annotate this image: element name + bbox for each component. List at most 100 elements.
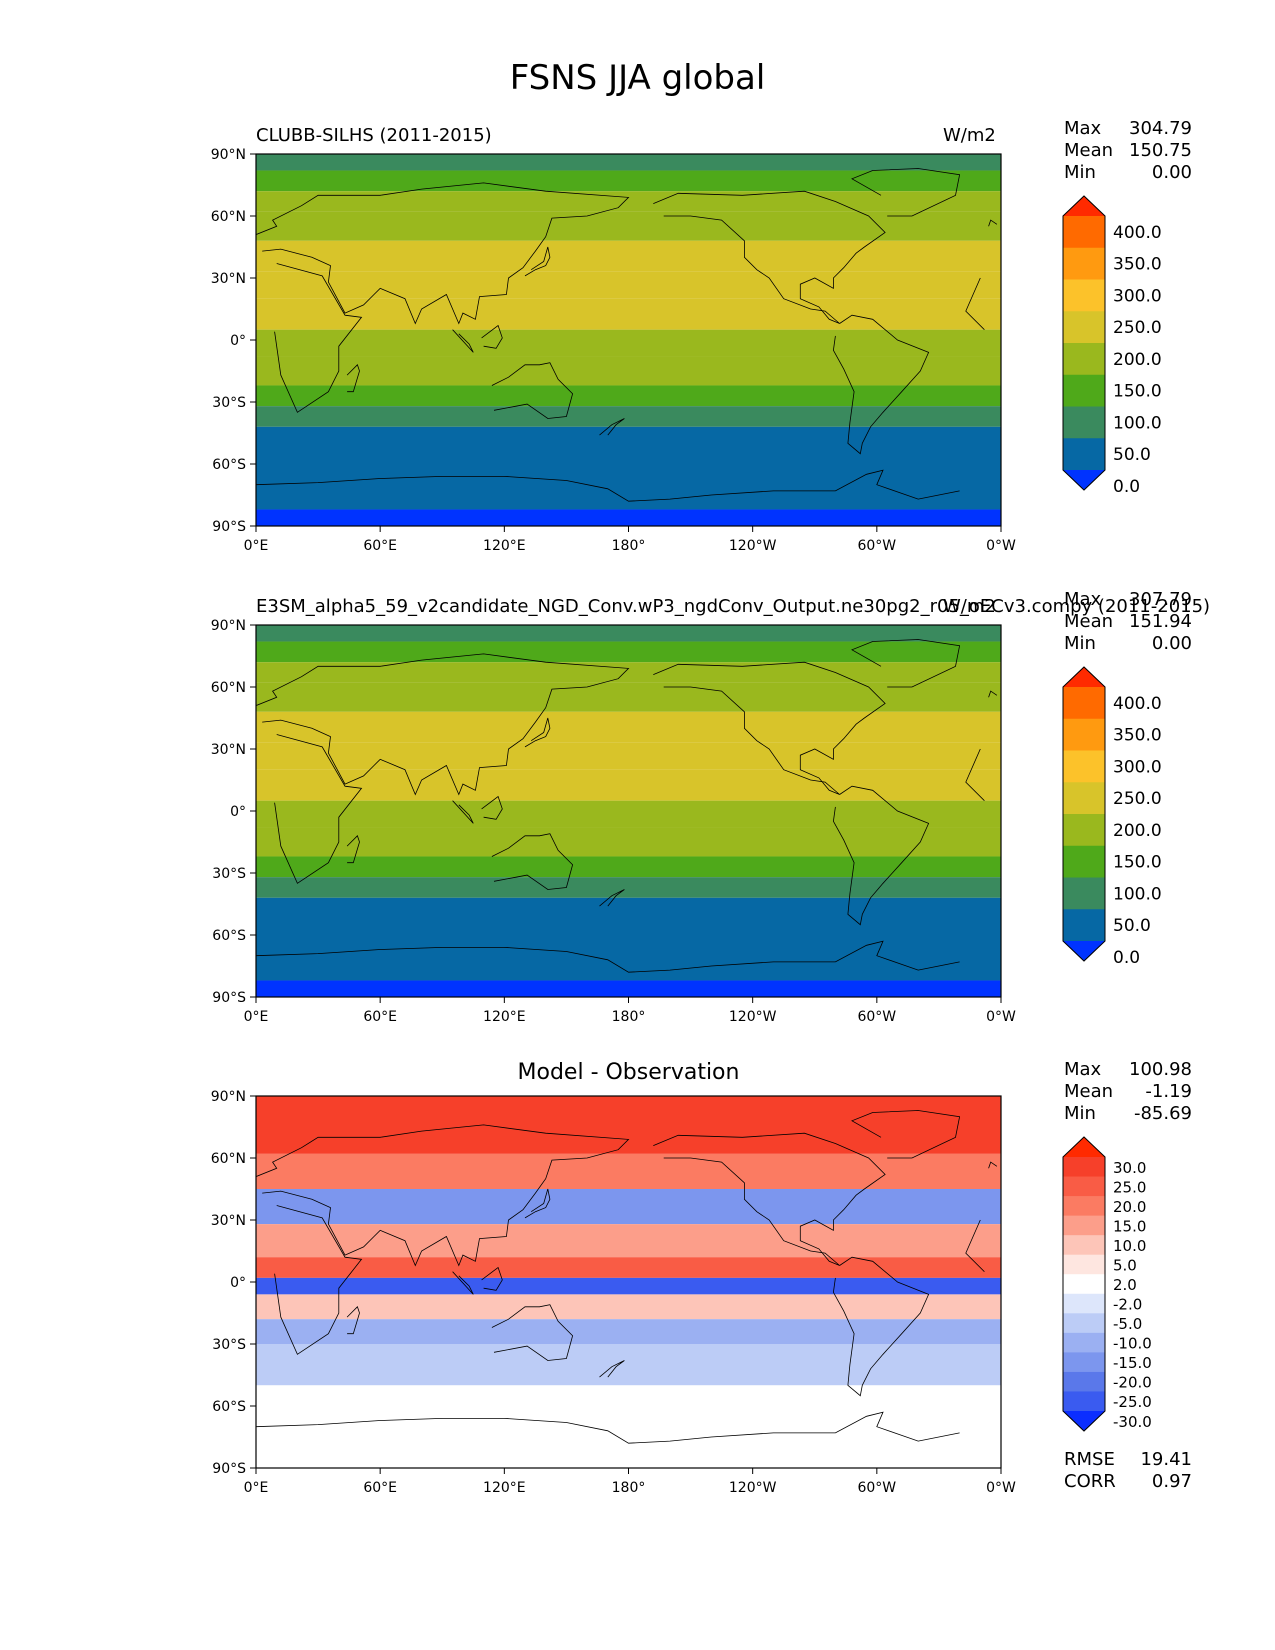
coastline — [653, 1132, 886, 1266]
coastline — [256, 653, 630, 796]
map-band — [256, 329, 1001, 357]
colorbar-extend-min — [1063, 470, 1105, 490]
coastline — [346, 364, 360, 393]
coastline — [346, 835, 360, 864]
colorbar-segment — [1063, 1254, 1105, 1275]
coastline — [274, 263, 985, 413]
lat-tick-label: 30°S — [212, 866, 246, 882]
figure-title: FSNS JJA global — [509, 58, 766, 98]
panel-1-units: W/m2 — [943, 125, 996, 146]
map-band — [256, 1189, 1001, 1225]
lon-tick-label: 120°E — [483, 538, 526, 554]
colorbar-tick-label: 50.0 — [1113, 445, 1151, 465]
colorbar-segment — [1063, 216, 1105, 249]
stat-label: Mean — [1064, 140, 1114, 161]
colorbar-segment — [1063, 438, 1105, 471]
map-band — [256, 1277, 1001, 1295]
colorbar-extend-min — [1063, 1411, 1105, 1431]
coastline — [274, 734, 985, 884]
map-band — [256, 711, 1001, 743]
colorbar-tick-label: 50.0 — [1113, 916, 1151, 936]
colorbar-tick-label: 0.0 — [1113, 948, 1140, 968]
map-band — [256, 1153, 1001, 1189]
colorbar-segment — [1063, 406, 1105, 439]
colorbar-segment — [1063, 687, 1105, 720]
coastline — [481, 324, 503, 349]
colorbar-extend-min — [1063, 941, 1105, 961]
map-band — [256, 682, 1001, 712]
stat-value: -1.19 — [1145, 1081, 1192, 1102]
coastline — [832, 1256, 930, 1397]
map-panel-2: 90°N 60°N 30°N 0° 30°S 60°S 90°S 0°E 60°E 120°E 18… — [211, 618, 1016, 1025]
lon-tick-label: 180° — [612, 1009, 646, 1025]
stat-value: -85.69 — [1133, 1103, 1192, 1124]
colorbar-segment — [1063, 1371, 1105, 1392]
lon-tick-label: 120°E — [483, 1480, 526, 1496]
colorbar-tick-label: 250.0 — [1113, 789, 1162, 809]
map-band — [256, 1224, 1001, 1258]
stat-label: Max — [1064, 1059, 1102, 1080]
colorbar-segment — [1063, 782, 1105, 815]
stat-label: Max — [1064, 589, 1102, 610]
lon-tick-label: 120°E — [483, 1009, 526, 1025]
lon-tick-label: 0°E — [244, 538, 269, 554]
coastline — [491, 1304, 574, 1361]
map-band — [256, 897, 1001, 981]
colorbar-segment — [1063, 1391, 1105, 1412]
colorbar-tick-label: 300.0 — [1113, 286, 1162, 306]
coastline — [832, 314, 930, 455]
lon-tick-label: 60°E — [363, 1009, 397, 1025]
colorbar-outline — [1062, 195, 1106, 491]
stat-label: RMSE — [1064, 1449, 1115, 1470]
colorbar-tick-label: 200.0 — [1113, 821, 1162, 841]
map-band — [256, 1344, 1001, 1386]
colorbar-tick-label: -2.0 — [1113, 1296, 1142, 1314]
map-band — [256, 742, 1001, 770]
coastline — [524, 1188, 551, 1219]
lat-tick-label: 60°N — [211, 680, 246, 696]
map-band — [256, 191, 1001, 212]
map-band — [256, 211, 1001, 241]
colorbar-segment — [1063, 1235, 1105, 1256]
colorbar-segment — [1063, 718, 1105, 751]
lat-tick-label: 30°N — [211, 271, 246, 287]
panel-3-extra-stats: RMSE 19.41 CORR 0.97 — [1064, 1449, 1192, 1495]
map-band — [256, 1096, 1001, 1154]
colorbar-outline — [1062, 1136, 1106, 1432]
colorbar-segment — [1063, 1274, 1105, 1295]
panel-1-stats: Max 304.79 Mean 150.75 Min 0.00 — [1064, 118, 1192, 188]
coastline — [832, 785, 930, 926]
map-panel-3: 90°N 60°N 30°N 0° 30°S 60°S 90°S 0°E 60°E 120°E 18… — [211, 1089, 1016, 1496]
map-band — [256, 154, 1001, 171]
lon-tick-label: 120°W — [729, 1480, 777, 1496]
coastline — [988, 1161, 998, 1169]
lon-tick-label: 0°E — [244, 1480, 269, 1496]
colorbar-tick-label: -15.0 — [1113, 1354, 1152, 1372]
lat-tick-label: 30°N — [211, 1213, 246, 1229]
stat-label: CORR — [1064, 1471, 1116, 1492]
coastline — [491, 362, 574, 419]
map-band — [256, 271, 1001, 299]
colorbar-tick-label: 350.0 — [1113, 726, 1162, 746]
map-panel-1: 90°N 60°N 30°N 0° 30°S 60°S 90°S 0°E 60°E 120°E 18… — [211, 147, 1016, 554]
coastline — [988, 219, 998, 227]
lat-tick-label: 90°N — [211, 147, 246, 163]
colorbar-segment — [1063, 845, 1105, 878]
colorbar-tick-label: -25.0 — [1113, 1393, 1152, 1411]
map-band — [256, 980, 1001, 997]
map-band — [256, 1257, 1001, 1278]
lon-tick-label: 180° — [612, 538, 646, 554]
lat-tick-label: 90°S — [212, 1461, 246, 1477]
map-band — [256, 1294, 1001, 1320]
colorbar-segment — [1063, 1157, 1105, 1178]
lat-tick-label: 60°S — [212, 457, 246, 473]
lon-tick-label: 0°W — [986, 1009, 1016, 1025]
colorbar-tick-label: 200.0 — [1113, 350, 1162, 370]
coastline — [491, 833, 574, 890]
coastline — [599, 418, 625, 436]
colorbar-segment — [1063, 311, 1105, 344]
colorbar-segment — [1063, 1176, 1105, 1197]
lat-tick-label: 90°S — [212, 990, 246, 1006]
stat-label: Max — [1064, 118, 1102, 139]
lon-tick-label: 0°W — [986, 1480, 1016, 1496]
